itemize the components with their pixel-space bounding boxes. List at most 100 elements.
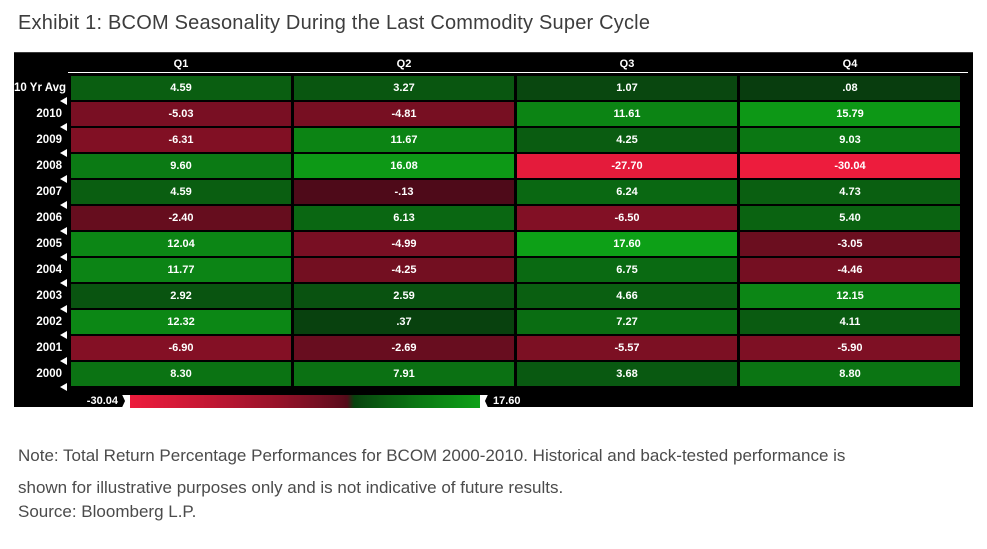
column-header-q3: Q3 <box>619 58 635 70</box>
cell-2004-q1: 11.77 <box>71 258 291 282</box>
cell-2008-q1: 9.60 <box>71 154 291 178</box>
colorbar-right-marker-icon <box>480 394 488 408</box>
cell-2003-q3: 4.66 <box>517 284 737 308</box>
column-header-q2: Q2 <box>396 58 412 70</box>
cell-2007-q1: 4.59 <box>71 180 291 204</box>
cell-2002-q3: 7.27 <box>517 310 737 334</box>
row-resize-marker-icon <box>60 279 67 287</box>
cell-2008-q2: 16.08 <box>294 154 514 178</box>
column-header-q1: Q1 <box>173 58 189 70</box>
colorbar-max-label: 17.60 <box>493 395 521 407</box>
row-resize-marker-icon <box>60 201 67 209</box>
cell-2007-q4: 4.73 <box>740 180 960 204</box>
heatmap-row-2008: 2008 9.60 16.08 -27.70 -30.04 <box>14 154 960 183</box>
cell-2010-q3: 11.61 <box>517 102 737 126</box>
colorbar-gradient <box>130 394 480 408</box>
heatmap-row-2001: 2001 -6.90 -2.69 -5.57 -5.90 <box>14 336 960 365</box>
cell-2004-q3: 6.75 <box>517 258 737 282</box>
heatmap-row-2003: 2003 2.92 2.59 4.66 12.15 <box>14 284 960 313</box>
heatmap-header: Q1 Q2 Q3 Q4 <box>14 57 973 72</box>
cell-2008-q3: -27.70 <box>517 154 737 178</box>
cell-2000-q2: 7.91 <box>294 362 514 386</box>
cell-2006-q1: -2.40 <box>71 206 291 230</box>
cell-2007-q3: 6.24 <box>517 180 737 204</box>
cell-2002-q1: 12.32 <box>71 310 291 334</box>
cell-10-yr-avg-q2: 3.27 <box>294 76 514 100</box>
cell-2002-q2: .37 <box>294 310 514 334</box>
cell-2003-q2: 2.59 <box>294 284 514 308</box>
heatmap-row-2004: 2004 11.77 -4.25 6.75 -4.46 <box>14 258 960 287</box>
cell-2006-q2: 6.13 <box>294 206 514 230</box>
heatmap-row-2006: 2006 -2.40 6.13 -6.50 5.40 <box>14 206 960 235</box>
row-label: 2005 <box>36 238 62 250</box>
cell-2000-q1: 8.30 <box>71 362 291 386</box>
cell-2000-q4: 8.80 <box>740 362 960 386</box>
colorbar-min-label: -30.04 <box>86 395 118 407</box>
note-line-1: Note: Total Return Percentage Performanc… <box>18 446 846 465</box>
exhibit-title: Exhibit 1: BCOM Seasonality During the L… <box>18 12 651 34</box>
cell-2009-q1: -6.31 <box>71 128 291 152</box>
cell-2008-q4: -30.04 <box>740 154 960 178</box>
row-label: 2002 <box>36 316 62 328</box>
cell-2009-q2: 11.67 <box>294 128 514 152</box>
note-text: Note: Total Return Percentage Performanc… <box>18 440 953 504</box>
row-resize-marker-icon <box>60 357 67 365</box>
row-label: 2008 <box>36 160 62 172</box>
row-resize-marker-icon <box>60 383 67 391</box>
source-text: Source: Bloomberg L.P. <box>18 502 197 521</box>
cell-2005-q1: 12.04 <box>71 232 291 256</box>
cell-2001-q2: -2.69 <box>294 336 514 360</box>
heatmap-panel: Q1 Q2 Q3 Q4 10 Yr Avg 4.59 3.27 1.07.08 2010 -5.… <box>14 52 973 408</box>
column-header-q4: Q4 <box>842 58 858 70</box>
heatmap-row-10-yr-avg: 10 Yr Avg 4.59 3.27 1.07.08 <box>14 76 960 105</box>
cell-2002-q4: 4.11 <box>740 310 960 334</box>
cell-10-yr-avg-q3: 1.07 <box>517 76 737 100</box>
heatmap-body: 10 Yr Avg 4.59 3.27 1.07.08 2010 -5.03 -4.81 11… <box>14 76 973 391</box>
row-label: 10 Yr Avg <box>14 82 66 94</box>
cell-2005-q2: -4.99 <box>294 232 514 256</box>
cell-2009-q4: 9.03 <box>740 128 960 152</box>
cell-2007-q2: -.13 <box>294 180 514 204</box>
cell-2004-q4: -4.46 <box>740 258 960 282</box>
heatmap-row-2000: 2000 8.30 7.91 3.68 8.80 <box>14 362 960 391</box>
cell-2009-q3: 4.25 <box>517 128 737 152</box>
cell-2001-q1: -6.90 <box>71 336 291 360</box>
row-resize-marker-icon <box>60 227 67 235</box>
cell-2005-q4: -3.05 <box>740 232 960 256</box>
row-label: 2000 <box>36 368 62 380</box>
row-resize-marker-icon <box>60 149 67 157</box>
cell-2000-q3: 3.68 <box>517 362 737 386</box>
heatmap-row-2002: 2002 12.32.37 7.27 4.11 <box>14 310 960 339</box>
row-label: 2007 <box>36 186 62 198</box>
row-label: 2001 <box>36 342 62 354</box>
cell-2010-q1: -5.03 <box>71 102 291 126</box>
cell-2010-q4: 15.79 <box>740 102 960 126</box>
row-label: 2003 <box>36 290 62 302</box>
heatmap-row-2009: 2009 -6.31 11.67 4.25 9.03 <box>14 128 960 157</box>
heatmap-row-2010: 2010 -5.03 -4.81 11.61 15.79 <box>14 102 960 131</box>
cell-2010-q2: -4.81 <box>294 102 514 126</box>
cell-2005-q3: 17.60 <box>517 232 737 256</box>
cell-2006-q4: 5.40 <box>740 206 960 230</box>
colorbar-left-marker-icon <box>122 394 130 408</box>
header-underline <box>68 72 968 73</box>
row-label-column-spacer <box>14 57 68 72</box>
cell-2001-q3: -5.57 <box>517 336 737 360</box>
row-resize-marker-icon <box>60 331 67 339</box>
cell-10-yr-avg-q4: .08 <box>740 76 960 100</box>
cell-10-yr-avg-q1: 4.59 <box>71 76 291 100</box>
row-resize-marker-icon <box>60 97 67 105</box>
row-resize-marker-icon <box>60 253 67 261</box>
note-line-2: shown for illustrative purposes only and… <box>18 478 564 497</box>
cell-2001-q4: -5.90 <box>740 336 960 360</box>
row-label: 2009 <box>36 134 62 146</box>
cell-2003-q4: 12.15 <box>740 284 960 308</box>
heatmap-row-2005: 2005 12.04 -4.99 17.60 -3.05 <box>14 232 960 261</box>
row-resize-marker-icon <box>60 123 67 131</box>
row-label: 2006 <box>36 212 62 224</box>
row-label: 2010 <box>36 108 62 120</box>
colorbar: -30.04 17.60 <box>56 394 973 408</box>
cell-2006-q3: -6.50 <box>517 206 737 230</box>
heatmap-row-2007: 2007 4.59 -.13 6.24 4.73 <box>14 180 960 209</box>
